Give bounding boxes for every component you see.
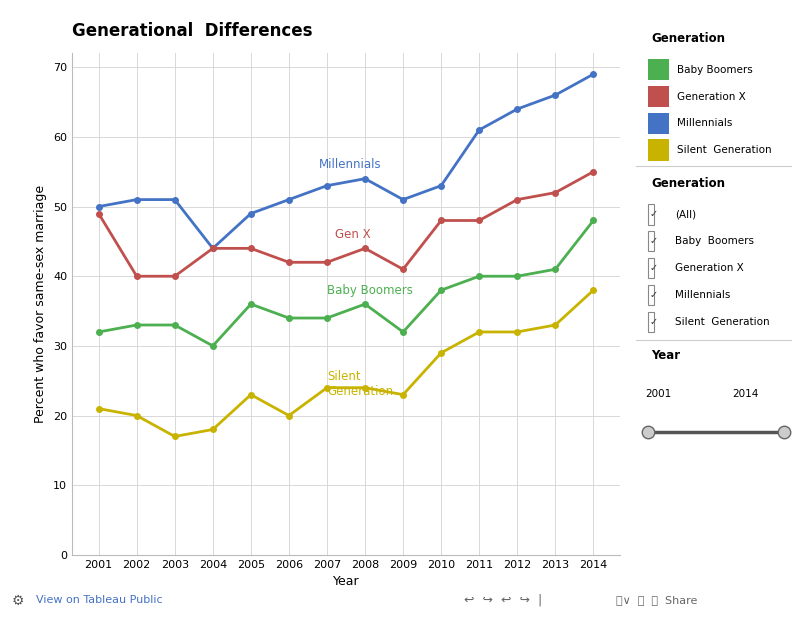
Text: ✓: ✓	[650, 317, 658, 327]
Text: Millennials: Millennials	[675, 290, 730, 300]
Text: ⚙: ⚙	[12, 593, 25, 608]
Text: 2001: 2001	[646, 389, 672, 399]
Y-axis label: Percent who favor same-sex marriage: Percent who favor same-sex marriage	[34, 185, 47, 423]
Text: Millennials: Millennials	[319, 158, 382, 171]
Text: Baby  Boomers: Baby Boomers	[675, 236, 754, 246]
Text: ✓: ✓	[650, 209, 658, 219]
FancyBboxPatch shape	[649, 139, 669, 161]
Text: ✓: ✓	[650, 263, 658, 273]
Text: ↩  ↪  ↩  ↪  |: ↩ ↪ ↩ ↪ |	[464, 594, 542, 607]
Text: ✓: ✓	[650, 290, 658, 300]
Text: Millennials: Millennials	[677, 119, 732, 129]
Text: Baby Boomers: Baby Boomers	[677, 65, 752, 75]
FancyBboxPatch shape	[649, 231, 654, 251]
Text: Generation X: Generation X	[675, 263, 744, 273]
FancyBboxPatch shape	[649, 86, 669, 107]
FancyBboxPatch shape	[649, 258, 654, 278]
Text: Silent  Generation: Silent Generation	[677, 145, 771, 155]
FancyBboxPatch shape	[649, 204, 654, 224]
Text: View on Tableau Public: View on Tableau Public	[36, 596, 162, 605]
Text: Generation: Generation	[651, 177, 726, 190]
Text: Silent  Generation: Silent Generation	[675, 317, 770, 327]
FancyBboxPatch shape	[649, 113, 669, 134]
Text: Silent
Generation: Silent Generation	[327, 371, 393, 398]
FancyBboxPatch shape	[649, 312, 654, 332]
Text: Generation: Generation	[651, 32, 726, 45]
Text: Generational  Differences: Generational Differences	[72, 22, 313, 40]
Text: ⬜∨  ⬜  ⬜  Share: ⬜∨ ⬜ ⬜ Share	[616, 596, 698, 605]
Text: Baby Boomers: Baby Boomers	[327, 283, 413, 297]
Text: Generation X: Generation X	[677, 92, 746, 102]
Text: Year: Year	[651, 349, 681, 362]
FancyBboxPatch shape	[649, 285, 654, 305]
X-axis label: Year: Year	[333, 576, 359, 588]
Text: (All): (All)	[675, 209, 696, 219]
FancyBboxPatch shape	[649, 59, 669, 80]
Text: ✓: ✓	[650, 236, 658, 246]
Text: Gen X: Gen X	[334, 228, 370, 241]
Text: 2014: 2014	[733, 389, 759, 399]
